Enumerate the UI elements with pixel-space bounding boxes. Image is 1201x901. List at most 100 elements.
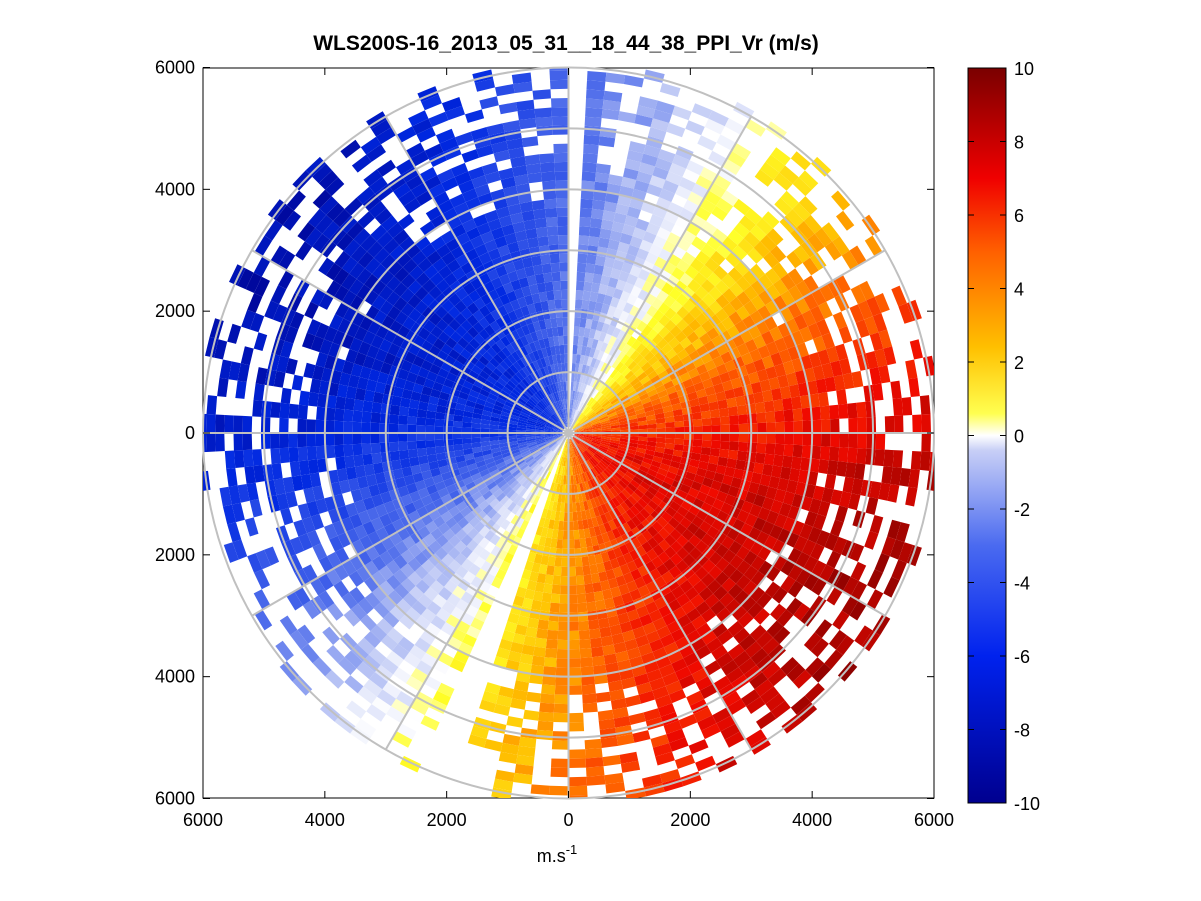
velocity-cell [546, 451, 554, 459]
velocity-cell [598, 617, 610, 629]
velocity-cell [603, 560, 613, 572]
velocity-cell [536, 349, 544, 360]
velocity-cell [711, 205, 728, 222]
velocity-cell [568, 512, 574, 522]
velocity-cell [596, 534, 605, 545]
velocity-cell [756, 711, 777, 730]
velocity-cell [699, 403, 710, 412]
velocity-cell [492, 367, 503, 378]
velocity-cell [728, 311, 743, 326]
velocity-cell [744, 339, 758, 353]
velocity-cell [486, 375, 497, 385]
velocity-cell [310, 577, 326, 596]
velocity-cell [696, 491, 708, 503]
velocity-cell [624, 404, 634, 412]
velocity-cell [499, 560, 511, 573]
velocity-cell [669, 397, 681, 406]
velocity-cell [575, 502, 581, 512]
velocity-cell [484, 239, 498, 253]
velocity-cell [602, 754, 621, 767]
velocity-cell [455, 287, 469, 301]
velocity-cell [792, 669, 812, 689]
velocity-cell [473, 477, 485, 487]
velocity-cell [573, 335, 579, 346]
velocity-cell [560, 353, 565, 364]
velocity-cell [349, 554, 365, 571]
velocity-cell [749, 263, 765, 280]
velocity-cell [710, 250, 726, 266]
velocity-cell [590, 401, 599, 410]
velocity-cell [649, 677, 666, 691]
velocity-cell [598, 383, 607, 393]
velocity-cell [244, 517, 259, 537]
velocity-cell [636, 447, 646, 454]
velocity-cell [465, 400, 476, 408]
velocity-cell [364, 289, 379, 306]
velocity-cell [688, 560, 702, 574]
velocity-cell [260, 416, 271, 433]
velocity-cell [621, 367, 631, 377]
velocity-cell [548, 244, 560, 255]
velocity-cell [387, 589, 403, 606]
velocity-cell [546, 375, 553, 385]
velocity-cell [302, 600, 320, 620]
velocity-cell [576, 372, 582, 383]
velocity-cell [672, 408, 683, 417]
velocity-cell [381, 634, 398, 651]
velocity-cell [423, 264, 439, 280]
velocity-cell [600, 441, 610, 447]
velocity-cell [821, 433, 831, 447]
velocity-cell [568, 603, 578, 613]
velocity-cell [576, 262, 587, 273]
velocity-cell [655, 384, 666, 394]
velocity-cell [379, 270, 395, 286]
velocity-cell [407, 416, 417, 425]
velocity-cell [557, 381, 562, 392]
velocity-cell [630, 568, 642, 581]
velocity-cell [668, 485, 680, 496]
velocity-cell [583, 435, 593, 439]
velocity-cell [515, 268, 527, 280]
velocity-cell [405, 243, 421, 259]
velocity-cell [289, 311, 305, 330]
velocity-cell [490, 309, 502, 321]
velocity-cell [611, 383, 621, 393]
velocity-cell [665, 427, 676, 433]
velocity-cell [819, 283, 835, 302]
velocity-cell [531, 599, 542, 611]
velocity-cell [429, 363, 441, 375]
velocity-cell [574, 539, 581, 549]
velocity-cell [414, 637, 431, 653]
velocity-cell [622, 401, 633, 409]
velocity-cell [524, 154, 541, 166]
velocity-cell [394, 377, 407, 389]
velocity-cell [738, 441, 748, 452]
velocity-cell [583, 425, 592, 430]
velocity-cell [479, 699, 496, 713]
velocity-cell [341, 273, 357, 291]
velocity-cell [659, 82, 681, 97]
velocity-cell [716, 607, 732, 623]
velocity-cell [729, 433, 740, 442]
velocity-cell [505, 343, 516, 355]
velocity-cell [768, 644, 786, 662]
velocity-cell [611, 633, 625, 645]
velocity-cell [548, 519, 555, 530]
velocity-cell [562, 530, 569, 540]
velocity-cell [477, 393, 488, 402]
velocity-cell [887, 519, 901, 540]
velocity-cell [634, 277, 646, 290]
velocity-cell [527, 443, 538, 449]
velocity-cell [582, 702, 598, 713]
velocity-cell [565, 399, 568, 409]
x-tick-label: 6000 [183, 810, 223, 830]
velocity-cell [704, 257, 720, 273]
velocity-cell [757, 433, 767, 444]
velocity-cell [486, 508, 498, 519]
velocity-cell [514, 471, 524, 480]
velocity-cell [550, 79, 569, 90]
velocity-cell [595, 163, 611, 175]
velocity-cell [496, 647, 511, 660]
velocity-cell [783, 409, 794, 422]
velocity-cell [625, 451, 636, 459]
